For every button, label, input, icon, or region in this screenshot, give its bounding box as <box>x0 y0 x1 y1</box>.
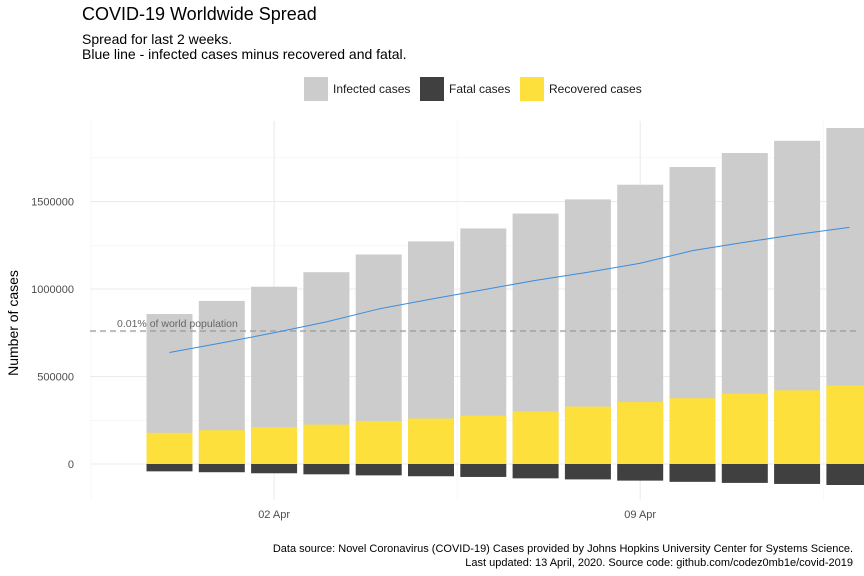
legend-key-infected <box>304 77 328 101</box>
caption-line-2: Last updated: 13 April, 2020. Source cod… <box>465 557 853 569</box>
y-tick-label: 1000000 <box>31 284 74 296</box>
y-tick-label: 500000 <box>37 372 74 384</box>
bar-recovered-7 <box>460 415 507 464</box>
legend-label-fatal: Fatal cases <box>449 82 511 96</box>
legend-key-recovered <box>520 77 544 101</box>
bar-recovered-10 <box>617 402 664 464</box>
bar-fatal-7 <box>460 464 507 477</box>
legend: Infected cases Fatal cases Recovered cas… <box>0 77 864 103</box>
x-tick-label: 02 Apr <box>258 509 290 521</box>
bar-recovered-11 <box>669 398 716 464</box>
chart-title: COVID-19 Worldwide Spread <box>82 4 317 24</box>
x-tick-label: 09 Apr <box>624 509 656 521</box>
bar-recovered-13 <box>774 390 821 464</box>
bar-recovered-9 <box>564 406 611 464</box>
bar-fatal-11 <box>669 464 716 482</box>
legend-item-recovered: Recovered cases <box>520 77 642 101</box>
bar-fatal-14 <box>826 464 864 485</box>
bar-fatal-5 <box>355 464 402 476</box>
bar-recovered-8 <box>512 411 559 464</box>
caption-line-1: Data source: Novel Coronavirus (COVID-19… <box>272 543 853 555</box>
legend-item-fatal: Fatal cases <box>420 77 510 101</box>
bar-fatal-10 <box>617 464 664 481</box>
legend-label-recovered: Recovered cases <box>549 82 642 96</box>
bar-recovered-4 <box>303 424 350 464</box>
bar-recovered-2 <box>198 430 245 464</box>
chart-subtitle-line-1: Spread for last 2 weeks. <box>82 31 233 47</box>
bar-recovered-12 <box>721 393 768 464</box>
bar-fatal-6 <box>408 464 454 477</box>
bar-recovered-5 <box>355 420 402 464</box>
bar-recovered-14 <box>826 385 864 464</box>
bar-recovered-6 <box>408 418 454 464</box>
y-tick-label: 1500000 <box>31 197 74 209</box>
legend-label-infected: Infected cases <box>333 82 411 96</box>
y-tick-label: 0 <box>68 459 74 471</box>
bar-fatal-1 <box>146 464 193 472</box>
legend-key-fatal <box>420 77 444 101</box>
reference-line-label: 0.01% of world population <box>117 318 238 330</box>
bar-fatal-2 <box>198 464 245 473</box>
bar-fatal-12 <box>721 464 768 483</box>
bar-recovered-3 <box>251 427 298 464</box>
chart-subtitle-line-2: Blue line - infected cases minus recover… <box>82 46 407 62</box>
bar-fatal-3 <box>251 464 298 474</box>
y-axis-title: Number of cases <box>5 270 21 376</box>
bar-fatal-13 <box>774 464 821 484</box>
bar-fatal-8 <box>512 464 559 479</box>
bar-recovered-1 <box>146 432 193 464</box>
legend-item-infected: Infected cases <box>304 77 410 101</box>
bar-fatal-4 <box>303 464 350 475</box>
bar-fatal-9 <box>564 464 611 480</box>
series-line-active-cases <box>169 226 850 354</box>
